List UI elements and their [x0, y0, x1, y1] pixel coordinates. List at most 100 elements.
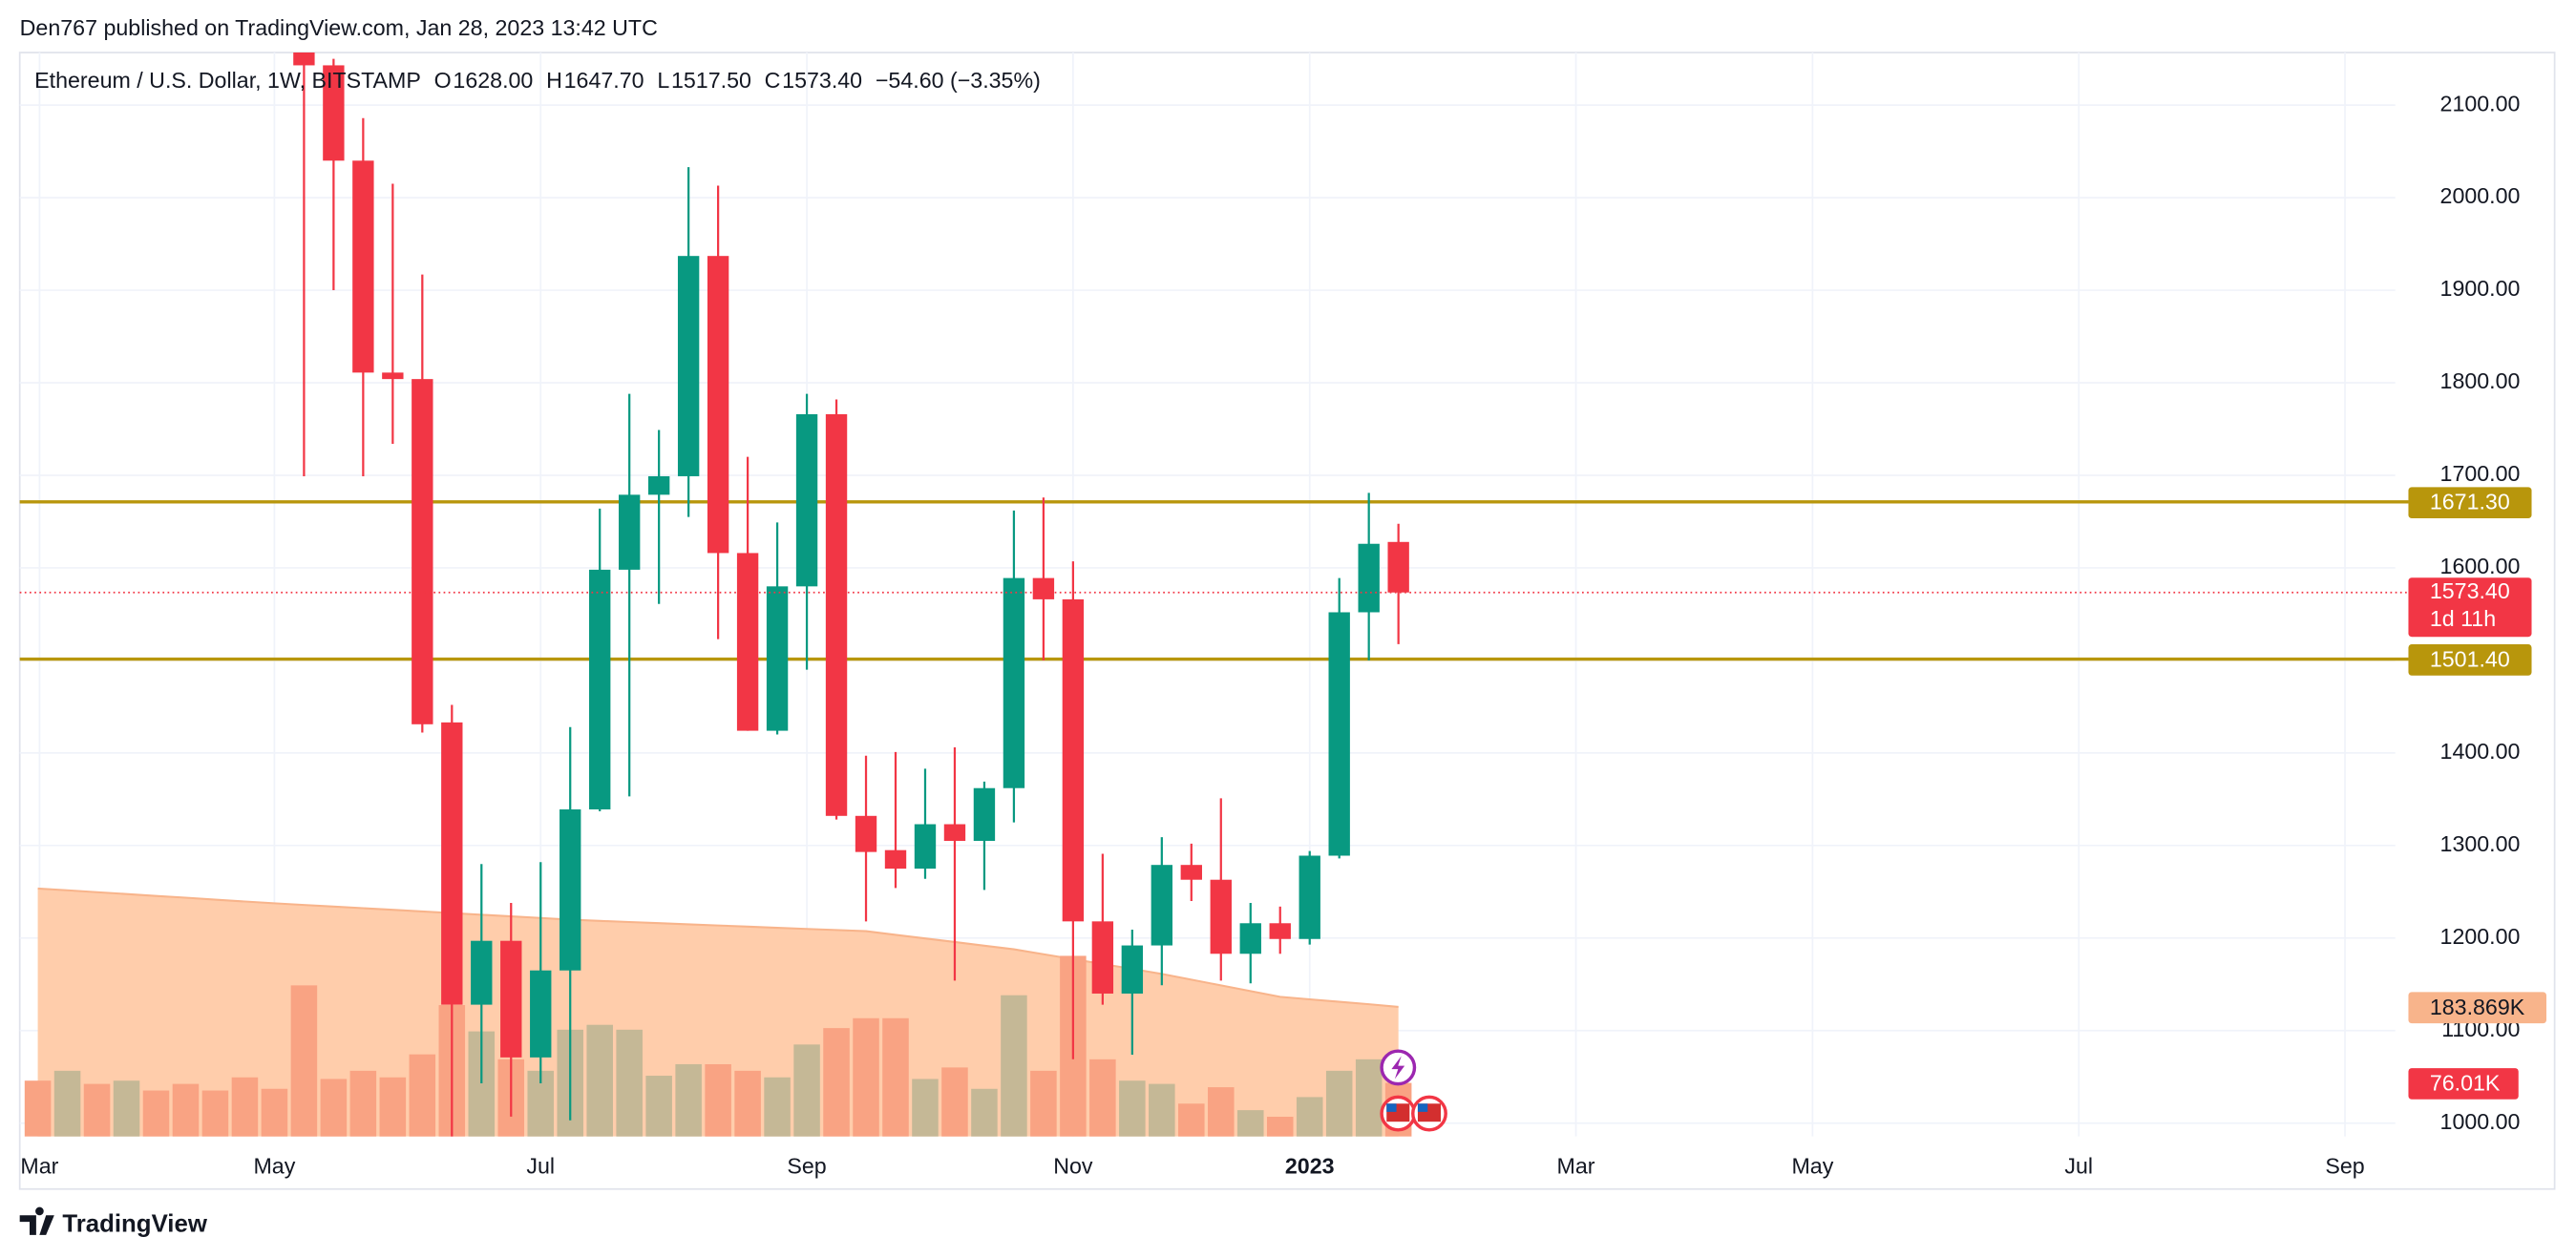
- level-label: 1671.30: [2430, 490, 2510, 514]
- ohlc-key: L: [657, 68, 669, 93]
- candle-body: [1269, 923, 1291, 939]
- volume-bar: [853, 1017, 879, 1137]
- candle-body: [441, 722, 463, 1005]
- candle-body: [352, 160, 374, 373]
- volume-bar: [409, 1054, 436, 1137]
- ohlc-value: 1647.70: [564, 68, 644, 93]
- candle-body: [1358, 543, 1380, 613]
- candle-body: [855, 815, 877, 852]
- y-tick-label: 1200.00: [2440, 924, 2521, 949]
- candle-body: [1210, 879, 1232, 954]
- candle-body: [884, 849, 907, 870]
- x-tick-label: Jul: [526, 1154, 555, 1179]
- y-tick-label: 2000.00: [2440, 183, 2521, 208]
- y-tick-label: 1800.00: [2440, 368, 2521, 393]
- last-price-box: [2408, 577, 2532, 638]
- volume-bar: [142, 1090, 170, 1137]
- volume-bar: [1325, 1070, 1353, 1137]
- symbol: Ethereum / U.S. Dollar, 1W, BITSTAMP: [34, 68, 421, 93]
- candle-body: [530, 970, 552, 1058]
- brand: TradingView: [62, 1210, 207, 1237]
- x-tick-label: Nov: [1053, 1154, 1093, 1179]
- volume-bar: [793, 1044, 820, 1137]
- volume-bar: [645, 1076, 672, 1137]
- volume-ma-area: [37, 888, 1399, 1137]
- volume-bar: [1355, 1059, 1383, 1137]
- candle-body: [1328, 612, 1350, 856]
- y-tick-label: 1000.00: [2440, 1109, 2521, 1134]
- volume-bar: [705, 1063, 731, 1137]
- y-tick-label: 1400.00: [2440, 739, 2521, 764]
- x-tick-label: Sep: [2325, 1154, 2364, 1179]
- volume-bar: [1089, 1059, 1116, 1137]
- candle-body: [1180, 865, 1202, 880]
- candle-body: [766, 586, 789, 731]
- candle-body: [1032, 577, 1055, 599]
- candle-body: [973, 787, 996, 841]
- volume-bar: [53, 1070, 81, 1137]
- volume-ma-line: [37, 887, 1399, 1008]
- x-tick-label: 2023: [1285, 1154, 1335, 1179]
- event-icons: [1380, 1049, 1447, 1132]
- grid: [19, 52, 2396, 1137]
- level-box: [2408, 644, 2532, 676]
- x-tick-label: Jul: [2064, 1154, 2093, 1179]
- volume-bar: [616, 1029, 643, 1137]
- candle-body: [471, 940, 493, 1005]
- candle-body: [560, 809, 581, 971]
- ohlc-key: C: [765, 68, 781, 93]
- volume-bar: [261, 1088, 288, 1137]
- ohlc-legend: O 1628.00 H 1647.70 L 1517.50 C 1573.40 −54.60 (…: [434, 68, 1041, 93]
- candle-body: [1062, 598, 1085, 922]
- candle-body: [647, 475, 670, 495]
- y-tick-label: 1600.00: [2440, 554, 2521, 578]
- candle-body: [1003, 577, 1025, 788]
- candle-body: [825, 413, 848, 816]
- x-tick-label: Mar: [20, 1154, 58, 1179]
- volume-bar: [882, 1017, 909, 1137]
- countdown-label: 1d 11h: [2430, 606, 2496, 631]
- x-tick-label: May: [1791, 1154, 1833, 1179]
- volume-bar: [1001, 995, 1027, 1137]
- candle-body: [914, 824, 937, 870]
- candle-body: [795, 413, 818, 587]
- brand-logo: [19, 1206, 54, 1235]
- x-tick-label: Sep: [787, 1154, 826, 1179]
- volume-bar: [1119, 1080, 1146, 1137]
- plot: [19, 52, 2409, 1137]
- y-tick-label: 2100.00: [2440, 91, 2521, 115]
- last-price-label: 1573.40: [2430, 578, 2510, 603]
- volume-bar: [1149, 1083, 1175, 1137]
- volume-bar: [231, 1077, 259, 1137]
- level-box: [2408, 487, 2532, 519]
- candle-body: [1091, 921, 1114, 994]
- volume-bar: [320, 1079, 348, 1137]
- candle-body: [323, 65, 345, 161]
- volume-bar: [1296, 1097, 1323, 1137]
- y-tick-label: 1700.00: [2440, 461, 2521, 486]
- level-label: 1501.40: [2430, 646, 2510, 671]
- volume-bar: [113, 1080, 140, 1137]
- volume-bar: [24, 1080, 52, 1137]
- candle-body: [412, 379, 433, 724]
- change: −54.60 (−3.35%): [876, 68, 1041, 93]
- candle-body: [1387, 541, 1409, 593]
- x-tick-label: Mar: [1557, 1154, 1595, 1179]
- volume-bar: [675, 1063, 702, 1137]
- volume-bar: [1178, 1103, 1205, 1137]
- candles: [293, 52, 1409, 1137]
- volume-box: [2408, 1068, 2519, 1100]
- volume-bar: [971, 1088, 998, 1137]
- volume-bar: [734, 1070, 761, 1137]
- ohlc-value: 1517.50: [671, 68, 751, 93]
- volume-bar: [764, 1077, 791, 1137]
- volume-label: 76.01K: [2430, 1070, 2501, 1095]
- volume-bar: [586, 1024, 613, 1137]
- volume-bar: [941, 1067, 968, 1137]
- y-tick-label: 1300.00: [2440, 831, 2521, 856]
- volume-bar: [349, 1070, 377, 1137]
- candle-body: [1121, 945, 1144, 994]
- candle-body: [589, 569, 611, 810]
- volume-bar: [1030, 1070, 1057, 1137]
- chart-frame: [18, 52, 2556, 1190]
